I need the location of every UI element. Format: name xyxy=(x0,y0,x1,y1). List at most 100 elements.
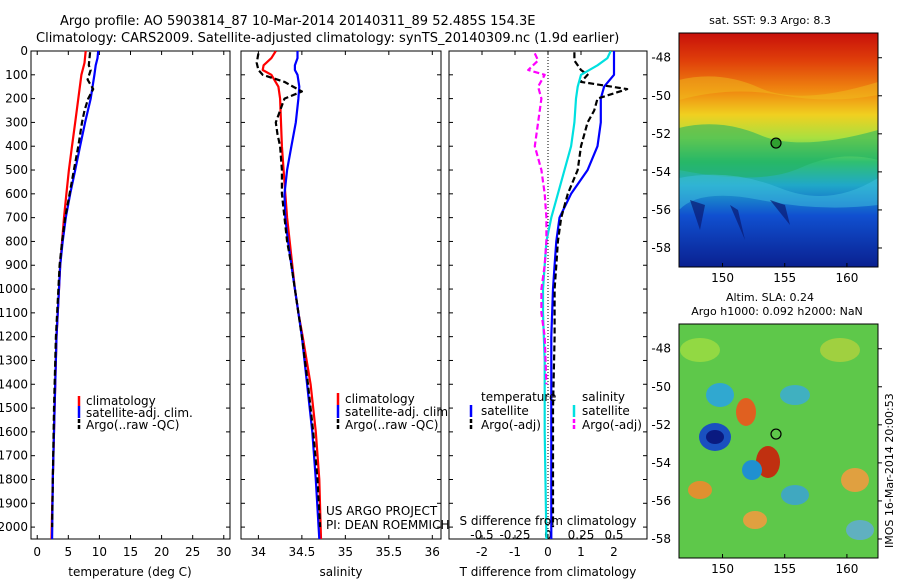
legend-title-temperature: temperature xyxy=(481,390,556,404)
depth-tick-label: 100 xyxy=(5,68,28,82)
sst-map: sat. SST: 9.3 Argo: 8.3 -48-50-52-54-56-… xyxy=(651,14,882,285)
sst-field xyxy=(679,33,878,267)
sla-map-subtitle: Argo h1000: 0.092 h2000: NaN xyxy=(691,305,863,318)
figure-title-line1: Argo profile: AO 5903814_87 10-Mar-2014 … xyxy=(60,14,536,29)
depth-tick-label: 700 xyxy=(5,211,28,225)
lat-tick-label: -50 xyxy=(651,380,671,394)
x-tick-label: 15 xyxy=(123,545,138,559)
legend-title-salinity: salinity xyxy=(582,390,625,404)
depth-tick-label: 1200 xyxy=(0,330,28,344)
depth-tick-label: 200 xyxy=(5,92,28,106)
sla-anomaly xyxy=(706,383,734,407)
sst-frontal-band xyxy=(679,124,878,178)
argo-line xyxy=(51,52,95,528)
temperature-panel: 0100200300400500600700800900100011001200… xyxy=(0,44,231,579)
depth-tick-label: 0 xyxy=(20,44,28,58)
s-tick-label: 0 xyxy=(544,528,552,542)
lat-tick-label: -48 xyxy=(651,342,671,356)
sla-anomaly xyxy=(688,481,712,499)
s-difference-label: S difference from climatology xyxy=(460,514,637,528)
lon-tick-label: 155 xyxy=(773,271,796,285)
salinity-diff-ticks: -0.5 -0.25 0 0.25 0.5 xyxy=(470,528,623,542)
x-tick-label: 35.5 xyxy=(375,545,402,559)
legend-label-climatology: climatology xyxy=(86,394,156,408)
x-tick-label: -2 xyxy=(476,545,488,559)
sla-anomaly xyxy=(781,485,809,505)
s-tick-label: -0.5 xyxy=(470,528,493,542)
sla-anomaly xyxy=(820,338,860,362)
legend-label-argo: Argo(..raw -QC) xyxy=(86,418,179,432)
difference-xticks: -2 -1 0 1 2 xyxy=(476,51,618,559)
x-tick-label: 2 xyxy=(610,545,618,559)
x-tick-label: 36 xyxy=(425,545,440,559)
depth-tick-label: 600 xyxy=(5,187,28,201)
lat-tick-label: -54 xyxy=(651,456,671,470)
sst-map-title: sat. SST: 9.3 Argo: 8.3 xyxy=(709,14,831,27)
sst-map-frame xyxy=(678,32,879,268)
lat-tick-label: -52 xyxy=(651,127,671,141)
depth-tick-label: 2000 xyxy=(0,520,28,534)
legend-label-s-argo: Argo(-adj) xyxy=(582,418,642,432)
t-argo-line xyxy=(551,52,629,528)
lat-tick-label: -56 xyxy=(651,203,671,217)
legend-label-climatology: climatology xyxy=(345,392,415,406)
lat-tick-label: -56 xyxy=(651,494,671,508)
x-tick-label: 30 xyxy=(216,545,231,559)
temperature-axes-box xyxy=(30,50,231,540)
argo-line xyxy=(255,53,322,528)
figure-title-line2: Climatology: CARS2009. Satellite-adjuste… xyxy=(36,31,619,46)
sla-anomaly xyxy=(743,511,767,529)
x-tick-label: 20 xyxy=(154,545,169,559)
lon-tick-label: 160 xyxy=(835,562,858,576)
difference-depth-ticks xyxy=(449,50,647,528)
depth-tick-label: 1800 xyxy=(0,472,28,486)
temperature-legend: climatology satellite-adj. clim. Argo(..… xyxy=(77,394,193,432)
depth-tick-label: 500 xyxy=(5,163,28,177)
x-tick-label: 25 xyxy=(185,545,200,559)
s-tick-label: 0.25 xyxy=(568,528,595,542)
s-tick-label: 0.5 xyxy=(604,528,623,542)
project-credit: US ARGO PROJECT xyxy=(326,504,438,518)
sla-anomaly xyxy=(780,385,810,405)
depth-tick-label: 1900 xyxy=(0,496,28,510)
temperature-xlabel: temperature (deg C) xyxy=(68,565,191,579)
x-tick-label: 34 xyxy=(251,545,266,559)
salinity-depth-ticks xyxy=(241,50,441,528)
sst-warm-band xyxy=(679,76,878,100)
difference-series xyxy=(527,51,629,539)
depth-tick-label: 1500 xyxy=(0,401,28,415)
difference-panel: -2 -1 0 1 2 -0.5 -0.25 0 0.25 0.5 S difference f… xyxy=(448,50,648,579)
x-tick-label: -1 xyxy=(509,545,521,559)
t-difference-xlabel: T difference from climatology xyxy=(459,565,637,579)
x-tick-label: 5 xyxy=(64,545,72,559)
legend-label-t-satellite: satellite xyxy=(481,404,529,418)
sla-field xyxy=(679,324,878,558)
lat-tick-label: -52 xyxy=(651,418,671,432)
lon-tick-label: 150 xyxy=(711,271,734,285)
sla-anomaly xyxy=(841,468,869,492)
t-satellite-line xyxy=(550,51,616,539)
lon-tick-label: 160 xyxy=(835,271,858,285)
argo-location-marker xyxy=(770,137,782,149)
salinity-xticks: 34 34.5 35 35.5 36 xyxy=(251,51,440,559)
legend-label-satellite: satellite-adj. clim. xyxy=(345,405,452,419)
salinity-xlabel: salinity xyxy=(319,565,362,579)
legend-label-s-satellite: satellite xyxy=(582,404,630,418)
temperature-xticks: 0 5 10 15 20 25 30 xyxy=(33,51,231,559)
x-tick-label: 34.5 xyxy=(289,545,316,559)
sla-anomaly xyxy=(846,520,874,540)
pi-credit: PI: DEAN ROEMMICH xyxy=(326,518,449,532)
x-tick-label: 1 xyxy=(577,545,585,559)
x-tick-label: 10 xyxy=(92,545,107,559)
sla-lat-ticks: -48 -50 -52 -54 -56 -58 xyxy=(651,342,882,546)
salinity-legend: climatology satellite-adj. clim. Argo(..… xyxy=(336,392,452,432)
depth-tick-label: 1300 xyxy=(0,353,28,367)
lon-tick-label: 155 xyxy=(773,562,796,576)
salinity-panel: 34 34.5 35 35.5 36 salinity climatology sate… xyxy=(240,50,452,579)
legend-label-t-argo: Argo(-adj) xyxy=(481,418,541,432)
sla-map-title: Altim. SLA: 0.24 xyxy=(726,291,814,304)
sla-anomaly xyxy=(736,398,756,426)
depth-tick-label: 300 xyxy=(5,115,28,129)
sst-cold-patches xyxy=(690,200,790,240)
